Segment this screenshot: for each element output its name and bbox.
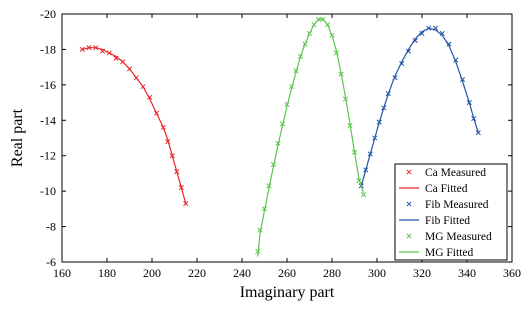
series-layer xyxy=(79,16,481,257)
legend-item-fib-measured: Fib Measured xyxy=(406,199,489,211)
x-tick-label: 340 xyxy=(458,266,476,280)
data-point-mg-measured xyxy=(360,192,367,198)
legend-swatch xyxy=(406,169,412,175)
y-tick-label: -10 xyxy=(40,184,56,198)
data-point-fib-measured xyxy=(419,30,425,37)
x-tick-label: 320 xyxy=(413,266,431,280)
legend-item-mg-fitted: MG Fitted xyxy=(399,247,473,259)
legend-item-ca-measured: Ca Measured xyxy=(406,167,486,179)
data-point-ca-measured xyxy=(113,55,119,61)
legend-box xyxy=(394,163,508,261)
x-tick-label: 280 xyxy=(323,266,341,280)
x-axis-label: Imaginary part xyxy=(240,284,335,301)
series-mg-measured xyxy=(255,16,367,254)
legend-label: Ca Measured xyxy=(425,167,486,179)
series-ca-fitted xyxy=(82,47,187,204)
series-line-fib-fitted xyxy=(360,27,479,186)
y-tick-label: -6 xyxy=(46,255,56,269)
y-tick-label: -14 xyxy=(40,113,56,127)
x-tick-label: 180 xyxy=(98,266,116,280)
y-tick-label: -20 xyxy=(40,7,56,21)
series-line-ca-fitted xyxy=(82,47,187,204)
y-axis-label: Real part xyxy=(9,108,26,167)
series-ca-measured xyxy=(79,45,189,207)
x-tick-label: 200 xyxy=(143,266,161,280)
legend: Ca Measured Ca Fitted Fib Measured Fib Fitt… xyxy=(394,163,508,261)
tick-layer: 160 180 200 220 240 260 280 300 320 340 360 -6 -8 -10… xyxy=(40,7,521,280)
legend-label: Ca Fitted xyxy=(425,183,468,195)
legend-swatch xyxy=(406,233,412,239)
series-fib-fitted xyxy=(360,27,479,186)
y-tick-label: -8 xyxy=(46,220,56,234)
x-tick-label: 160 xyxy=(53,266,71,280)
data-point-ca-measured xyxy=(79,46,85,52)
legend-item-fib-fitted: Fib Fitted xyxy=(399,215,470,227)
y-tick-label: -16 xyxy=(40,78,56,92)
legend-label: MG Fitted xyxy=(425,247,473,259)
y-tick-label: -12 xyxy=(40,149,56,163)
x-tick-label: 260 xyxy=(278,266,296,280)
legend-label: MG Measured xyxy=(425,231,492,243)
series-line-mg-fitted xyxy=(257,18,365,257)
series-mg-fitted xyxy=(257,18,365,257)
y-tick-label: -18 xyxy=(40,42,56,56)
legend-items: Ca Measured Ca Fitted Fib Measured Fib Fitt… xyxy=(399,167,492,259)
x-tick-label: 240 xyxy=(233,266,251,280)
legend-label: Fib Fitted xyxy=(425,215,470,227)
legend-item-mg-measured: MG Measured xyxy=(406,231,492,243)
x-tick-label: 300 xyxy=(368,266,386,280)
legend-swatch xyxy=(406,201,412,207)
plot-area: 160 180 200 220 240 260 280 300 320 340 360 -6 -8 -10… xyxy=(40,7,521,280)
x-tick-label: 360 xyxy=(503,266,521,280)
x-tick-label: 220 xyxy=(188,266,206,280)
legend-item-ca-fitted: Ca Fitted xyxy=(399,183,468,195)
data-point-fib-measured xyxy=(439,30,445,37)
data-point-ca-measured xyxy=(183,200,189,207)
legend-label: Fib Measured xyxy=(425,199,489,211)
